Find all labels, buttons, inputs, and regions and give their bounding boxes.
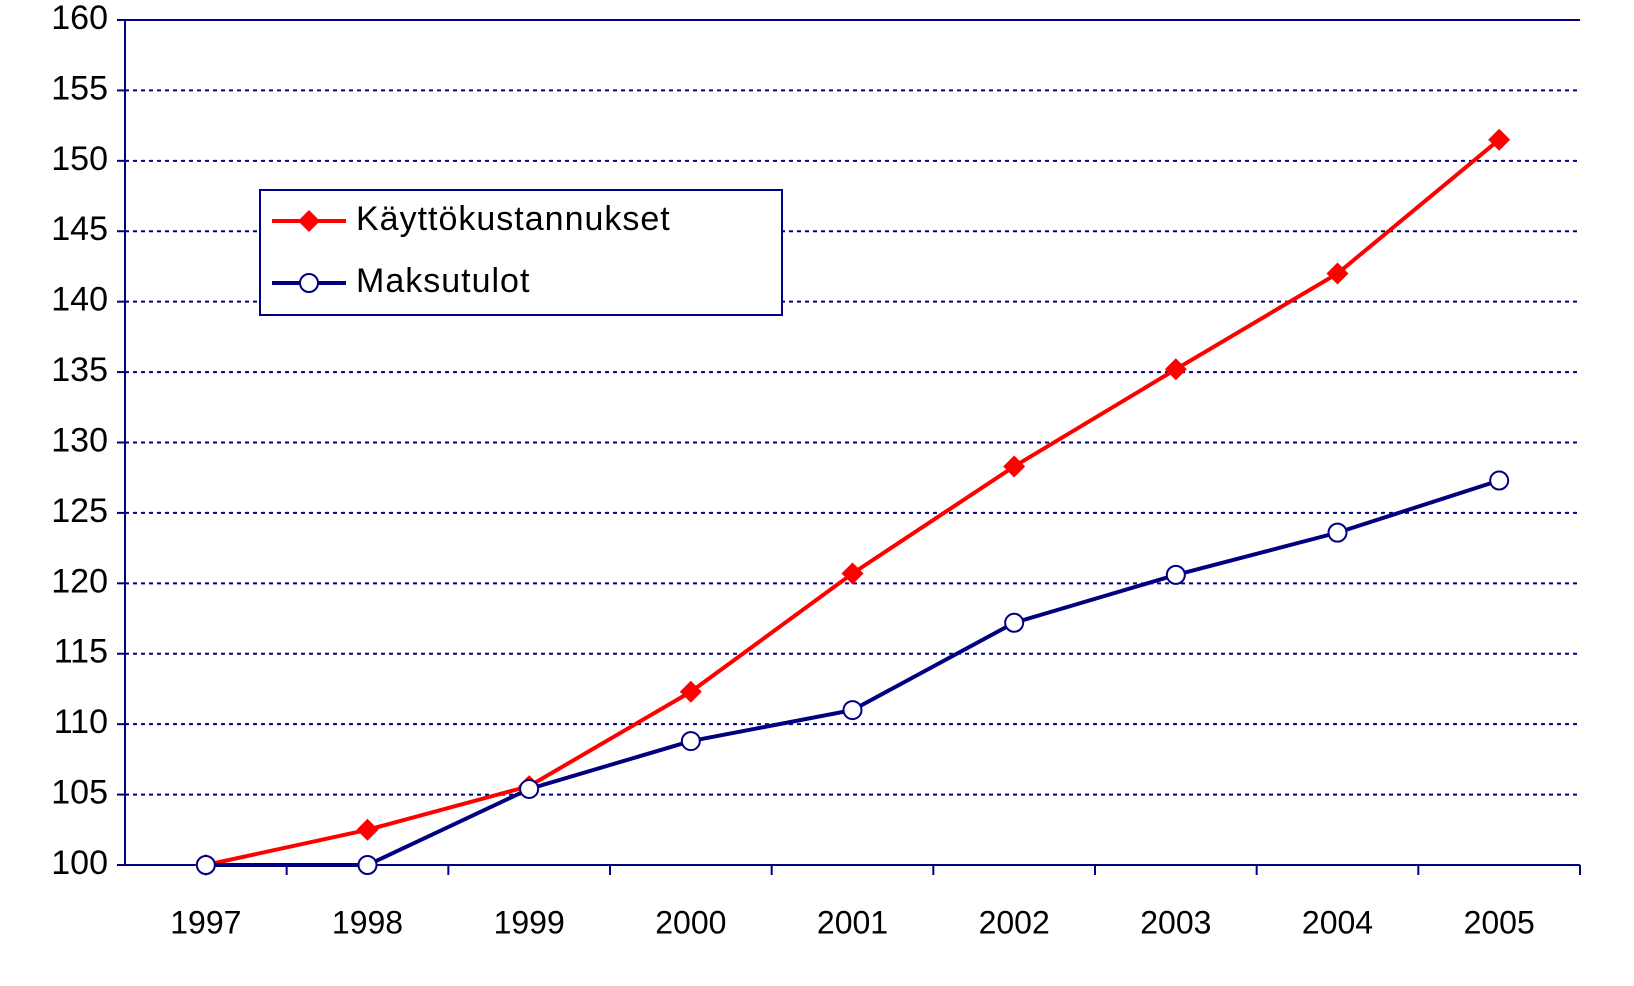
data-point — [1488, 128, 1511, 151]
data-point — [1164, 358, 1187, 381]
data-point — [356, 818, 379, 841]
x-tick-label: 2004 — [1302, 904, 1373, 940]
y-tick-label: 105 — [51, 774, 108, 812]
y-tick-label: 130 — [51, 421, 108, 459]
legend-marker — [299, 273, 319, 293]
x-tick-label: 1999 — [494, 904, 565, 940]
x-tick-label: 2001 — [817, 904, 888, 940]
y-tick-label: 110 — [54, 703, 108, 741]
y-tick-label: 125 — [51, 492, 108, 530]
y-tick-label: 150 — [51, 140, 108, 178]
legend-marker — [298, 210, 320, 232]
data-point — [195, 855, 216, 875]
y-tick-label: 135 — [51, 351, 108, 389]
y-tick-label: 155 — [51, 69, 108, 107]
legend-label: Käyttökustannukset — [356, 200, 671, 238]
y-tick-label: 145 — [51, 210, 108, 248]
legend-box — [259, 189, 783, 316]
data-point — [1004, 612, 1025, 633]
data-point — [1326, 262, 1349, 285]
legend-label: Maksutulot — [356, 262, 530, 300]
x-tick-label: 2000 — [655, 904, 726, 940]
x-tick-label: 1997 — [170, 904, 241, 940]
data-point — [357, 855, 378, 875]
data-point — [679, 680, 702, 703]
y-tick-label: 115 — [54, 633, 108, 671]
data-point — [1165, 564, 1186, 585]
y-tick-label: 120 — [51, 562, 108, 600]
data-point — [1003, 455, 1026, 478]
data-point — [680, 731, 701, 752]
data-point — [841, 562, 864, 585]
series-line — [205, 478, 1500, 867]
data-point — [519, 778, 540, 799]
data-point — [842, 700, 863, 721]
x-tick-label: 1998 — [332, 904, 403, 940]
x-tick-label: 2002 — [979, 904, 1050, 940]
data-point — [1327, 522, 1348, 543]
x-tick-label: 2005 — [1464, 904, 1535, 940]
y-tick-label: 140 — [51, 281, 108, 319]
y-tick-label: 100 — [51, 844, 108, 882]
x-tick-label: 2003 — [1140, 904, 1211, 940]
y-tick-label: 160 — [51, 0, 108, 37]
data-point — [1489, 470, 1510, 491]
